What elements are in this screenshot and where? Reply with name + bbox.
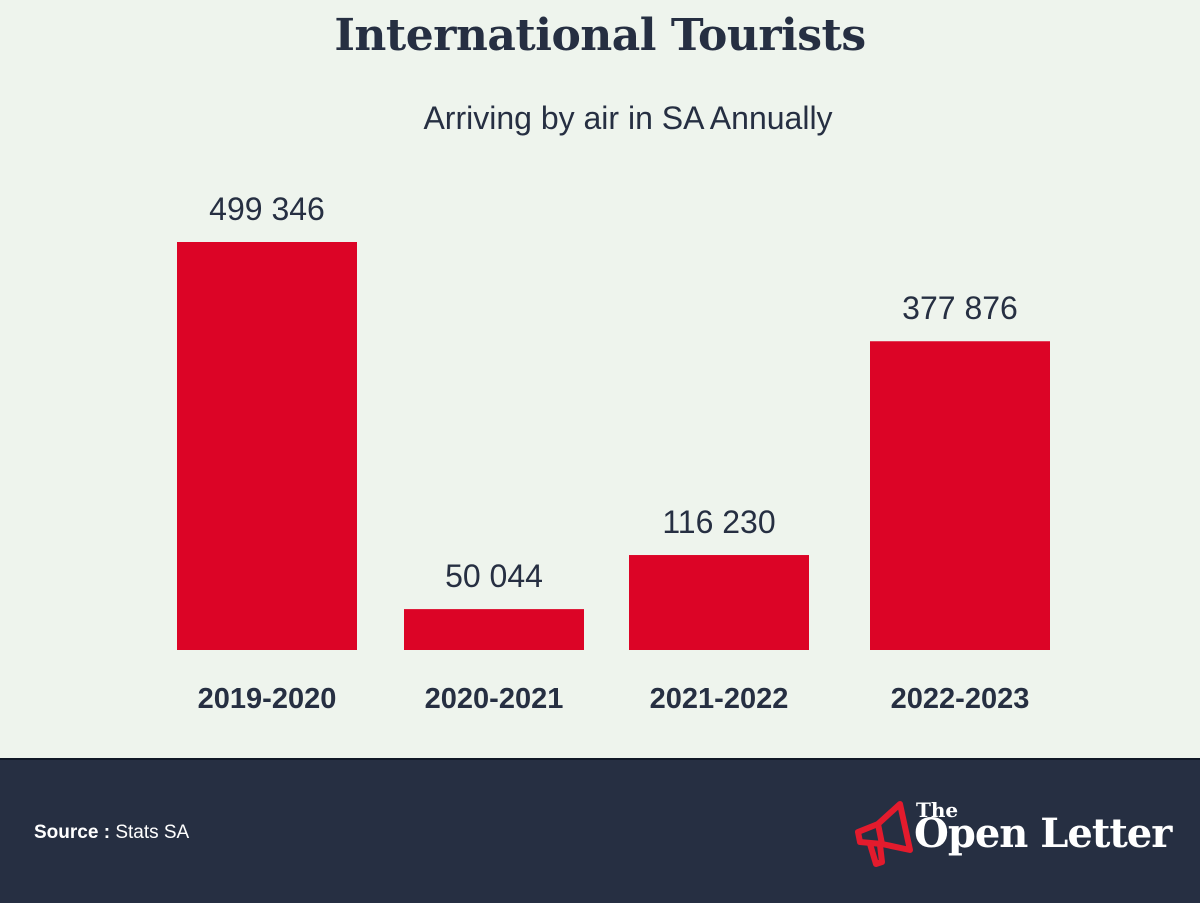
source-label: Source : (34, 822, 111, 843)
chart-area: International Tourists Arriving by air i… (177, 10, 1050, 715)
category-label: 2022-2023 (891, 683, 1030, 715)
bar-2019-2020 (177, 242, 357, 650)
bar-chart: 499 346 2019-2020 50 044 2020-2021 116 230 20… (177, 191, 1050, 715)
bar-2021-2022 (629, 555, 809, 650)
chart-title: International Tourists (334, 10, 866, 61)
value-label: 499 346 (209, 191, 325, 227)
brand-name: Open Letter (914, 810, 1172, 857)
bar-2022-2023 (870, 341, 1050, 650)
value-label: 50 044 (445, 558, 543, 594)
category-label: 2020-2021 (425, 683, 564, 715)
footer: Source : Stats SA The Open Letter (0, 758, 1200, 903)
value-label: 116 230 (662, 504, 775, 540)
category-label: 2019-2020 (198, 683, 337, 715)
brand-the: The (916, 798, 959, 822)
bar-2020-2021 (404, 609, 584, 650)
chart-subtitle: Arriving by air in SA Annually (423, 100, 833, 136)
source-value: Stats SA (115, 822, 190, 843)
megaphone-icon (855, 801, 913, 867)
source-credit: Source : Stats SA (34, 822, 189, 844)
category-label: 2021-2022 (650, 683, 789, 715)
brand-logo: The Open Letter (850, 798, 1172, 878)
value-label: 377 876 (902, 290, 1018, 326)
